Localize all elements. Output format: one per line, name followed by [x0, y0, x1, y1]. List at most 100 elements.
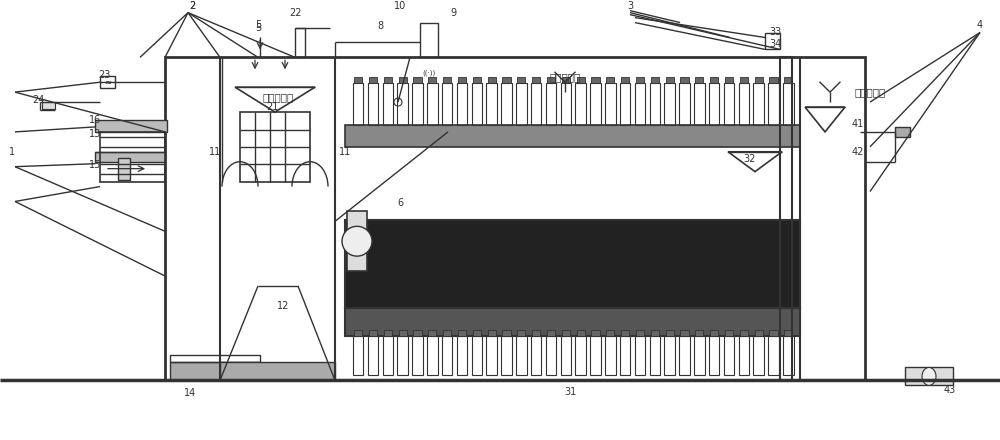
Bar: [680, 77, 689, 83]
Bar: [895, 127, 910, 137]
Bar: [769, 330, 778, 336]
Bar: [709, 336, 719, 375]
Bar: [679, 336, 690, 375]
Bar: [783, 336, 794, 375]
Bar: [769, 77, 778, 83]
Bar: [755, 77, 763, 83]
Bar: [532, 330, 540, 336]
Bar: [473, 77, 481, 83]
Bar: [399, 330, 407, 336]
Bar: [710, 77, 718, 83]
Bar: [651, 77, 659, 83]
Text: 22: 22: [290, 7, 302, 18]
Bar: [295, 28, 305, 57]
Bar: [710, 330, 718, 336]
Bar: [428, 330, 436, 336]
Text: 5: 5: [255, 22, 261, 33]
Text: 41: 41: [852, 119, 864, 129]
Bar: [428, 77, 436, 83]
Bar: [561, 83, 571, 125]
Text: 42: 42: [852, 147, 864, 157]
Bar: [650, 83, 660, 125]
Bar: [694, 83, 705, 125]
Bar: [353, 83, 363, 125]
Text: 1: 1: [9, 147, 15, 157]
Text: 沉沙絮凝区: 沉沙絮凝区: [262, 92, 294, 102]
Bar: [95, 120, 167, 132]
Bar: [753, 83, 764, 125]
Bar: [165, 57, 865, 380]
Bar: [486, 336, 497, 375]
Circle shape: [342, 226, 372, 256]
Bar: [170, 355, 260, 363]
Bar: [784, 330, 792, 336]
Bar: [783, 83, 794, 125]
Bar: [413, 330, 422, 336]
Text: 32: 32: [744, 154, 756, 164]
Bar: [95, 152, 165, 162]
Bar: [561, 336, 571, 375]
Bar: [397, 336, 408, 375]
Bar: [369, 77, 377, 83]
Bar: [412, 83, 423, 125]
Bar: [458, 77, 466, 83]
Bar: [443, 77, 451, 83]
Bar: [636, 330, 644, 336]
Bar: [635, 336, 645, 375]
Bar: [345, 125, 800, 147]
Text: 强化过滤区: 强化过滤区: [549, 72, 581, 82]
Text: 31: 31: [564, 387, 576, 397]
Bar: [590, 83, 601, 125]
Bar: [442, 83, 452, 125]
Bar: [725, 330, 733, 336]
Bar: [739, 336, 749, 375]
Text: 净化出水区: 净化出水区: [854, 87, 886, 97]
Text: 12: 12: [277, 301, 289, 311]
Bar: [562, 77, 570, 83]
Bar: [694, 336, 705, 375]
Ellipse shape: [922, 367, 936, 385]
Bar: [768, 83, 779, 125]
Bar: [517, 77, 525, 83]
Bar: [666, 77, 674, 83]
Bar: [383, 336, 393, 375]
Text: 3: 3: [627, 1, 633, 11]
Bar: [345, 220, 800, 308]
Bar: [170, 363, 260, 380]
Bar: [399, 77, 407, 83]
Bar: [546, 83, 556, 125]
Bar: [724, 336, 734, 375]
Bar: [353, 336, 363, 375]
Bar: [345, 308, 800, 336]
Bar: [547, 330, 555, 336]
Bar: [591, 330, 600, 336]
Bar: [562, 330, 570, 336]
Bar: [458, 330, 466, 336]
Text: ((·)): ((·)): [422, 69, 436, 76]
Text: 2: 2: [189, 1, 195, 11]
Bar: [651, 330, 659, 336]
Bar: [354, 77, 362, 83]
Text: 5: 5: [255, 19, 261, 29]
Bar: [368, 336, 378, 375]
Text: 33: 33: [769, 26, 781, 37]
Bar: [768, 336, 779, 375]
Bar: [457, 336, 467, 375]
Text: 8: 8: [377, 21, 383, 30]
Bar: [606, 77, 614, 83]
Bar: [784, 77, 792, 83]
Text: 6: 6: [397, 198, 403, 209]
Bar: [531, 336, 541, 375]
Text: 16: 16: [89, 115, 101, 125]
Bar: [384, 77, 392, 83]
Bar: [369, 330, 377, 336]
Bar: [442, 336, 452, 375]
Bar: [621, 77, 629, 83]
Bar: [501, 83, 512, 125]
Bar: [739, 83, 749, 125]
Bar: [531, 83, 541, 125]
Bar: [368, 83, 378, 125]
Bar: [473, 330, 481, 336]
Bar: [501, 336, 512, 375]
Bar: [636, 77, 644, 83]
